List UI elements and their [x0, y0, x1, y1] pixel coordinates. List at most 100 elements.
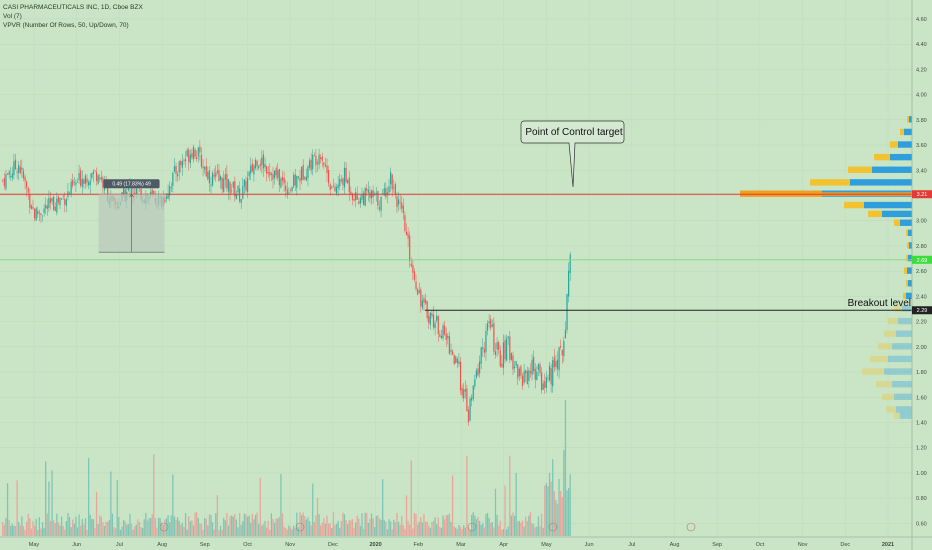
volume-bar — [313, 522, 315, 536]
candle-body — [420, 289, 422, 307]
volume-bar — [377, 515, 379, 536]
candle-body — [224, 174, 226, 180]
volume-bar — [393, 519, 395, 536]
volume-bar — [145, 512, 147, 536]
candle-body — [30, 205, 33, 210]
candle-body — [315, 155, 317, 166]
vpvr-down-bar — [903, 292, 906, 300]
candle-body — [434, 323, 436, 329]
volume-bar — [153, 454, 155, 536]
time-tick-label: Aug — [670, 542, 680, 548]
candle-body — [207, 171, 209, 180]
candle-body — [464, 389, 466, 392]
candle-body — [316, 162, 319, 164]
volume-bar — [564, 400, 567, 536]
volume-bar — [434, 517, 436, 536]
volume-bar — [510, 515, 513, 536]
candle-body — [302, 165, 304, 180]
volume-bar — [291, 529, 293, 536]
volume-bar — [80, 525, 82, 536]
volume-bar — [424, 521, 427, 536]
volume-bar — [518, 520, 520, 536]
candle-body — [5, 174, 7, 189]
candle-body — [60, 198, 63, 200]
candle-body — [335, 186, 338, 194]
vpvr-up-bar — [898, 317, 912, 325]
breakout-text: Breakout level — [848, 298, 911, 309]
volume-bar — [3, 524, 6, 536]
volume-bar — [100, 516, 102, 536]
volume-bar — [51, 470, 53, 536]
candle-body — [526, 370, 528, 385]
price-tag-text-current: 2.69 — [917, 258, 928, 264]
candle-body — [383, 188, 385, 196]
volume-bar — [176, 517, 179, 536]
volume-bar — [440, 527, 443, 536]
volume-bar — [372, 518, 374, 536]
candle-body — [153, 190, 155, 196]
candle-body — [53, 196, 55, 210]
price-tag-current — [912, 255, 932, 264]
candle-body — [258, 166, 260, 169]
volume-bar — [439, 526, 441, 536]
volume-bar — [548, 472, 551, 536]
candle-body — [40, 213, 42, 215]
volume-bar — [423, 513, 425, 536]
time-axis[interactable]: May Jun Jul Aug Sep Oct Nov Dec 2020 Feb Mar Apr May… — [0, 536, 932, 548]
volume-bar — [138, 522, 141, 536]
volume-bar — [218, 529, 220, 536]
candle-body — [569, 254, 571, 273]
volume-bar — [118, 516, 120, 536]
volume-bar — [323, 518, 325, 536]
volume-bar — [525, 516, 527, 536]
volume-bar — [237, 527, 239, 536]
candle-body — [320, 157, 322, 160]
event-marker — [548, 522, 558, 532]
symbol-title[interactable]: CASI PHARMACEUTICALS INC, 1D, Cboe BZX — [3, 4, 143, 11]
candle-body — [502, 342, 505, 369]
price-tick-label: 2.80 — [916, 244, 927, 250]
volume-bar — [364, 512, 366, 536]
candle-body — [548, 365, 551, 381]
volume-indicator-label[interactable]: Vol (7) — [3, 13, 22, 20]
candle-body — [43, 208, 45, 213]
volume-bar — [154, 518, 157, 536]
candle-body — [151, 189, 153, 194]
volume-bar — [57, 522, 60, 536]
volume-bar — [444, 519, 446, 536]
volume-bar — [504, 485, 506, 536]
candle-body — [29, 194, 31, 208]
candle-body — [490, 319, 492, 329]
volume-bar — [286, 529, 288, 536]
candle-body — [447, 335, 449, 339]
volume-bar — [202, 529, 204, 536]
candle-body — [432, 314, 435, 328]
vpvr-up-bar — [908, 254, 912, 262]
vpvr-up-bar — [909, 116, 912, 123]
candle-body — [204, 167, 206, 170]
volume-bar — [396, 512, 398, 536]
time-tick-label: Sep — [712, 542, 722, 548]
volume-bar — [264, 520, 266, 536]
volume-bar — [386, 529, 389, 536]
candle-body — [72, 179, 74, 186]
volume-bar — [288, 525, 290, 536]
vpvr-up-bar — [900, 219, 912, 226]
volume-bar — [140, 527, 142, 536]
volume-bar — [250, 522, 252, 536]
volume-bar — [320, 525, 322, 536]
volume-bar — [122, 519, 125, 536]
price-axis[interactable]: 4.604.404.204.003.803.603.403.203.002.80… — [911, 0, 932, 550]
range-arrow-head — [129, 193, 134, 198]
vpvr-up-bar — [890, 153, 912, 161]
time-tick-label: 2020 — [369, 542, 381, 548]
volume-bar — [412, 528, 414, 536]
volume-bar — [366, 512, 368, 536]
volume-bar — [60, 516, 63, 536]
vpvr-indicator-label[interactable]: VPVR (Number Of Rows, 50, Up/Down, 70) — [3, 22, 129, 29]
volume-bar — [420, 516, 422, 536]
price-tag-poc — [912, 190, 932, 199]
volume-bar — [294, 527, 296, 536]
volume-bar — [407, 520, 409, 536]
